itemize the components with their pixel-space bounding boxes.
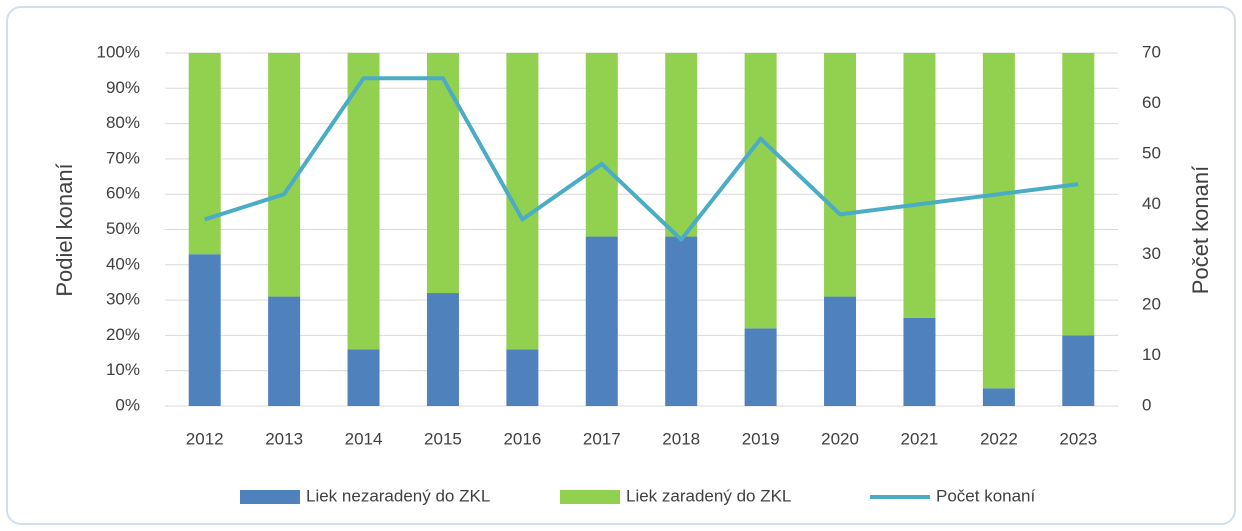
bar [506,349,539,406]
bar [1062,335,1095,406]
x-tick-label: 2022 [980,429,1018,448]
y-tick-label: 70% [106,148,140,167]
bar [188,254,221,406]
y-tick-label: 0% [115,395,140,414]
bar [824,53,857,297]
legend-label: Počet konaní [936,486,1036,505]
y-tick-label: 40% [106,254,140,273]
y-tick-label: 20% [106,325,140,344]
y-tick-label: 60% [106,184,140,203]
y2-tick-label: 70 [1142,42,1161,61]
y-tick-label: 90% [106,78,140,97]
bar [744,328,777,406]
y-tick-label: 10% [106,360,140,379]
bar [1062,53,1095,336]
bar [982,388,1015,406]
bar [426,53,459,294]
legend-label: Liek nezaradený do ZKL [306,486,490,505]
bar [268,53,301,297]
x-tick-label: 2013 [265,429,303,448]
y2-tick-label: 10 [1142,345,1161,364]
x-tick-label: 2014 [345,429,383,448]
x-tick-label: 2012 [186,429,224,448]
bar [665,236,698,406]
x-tick-label: 2021 [901,429,939,448]
y2-axis-title: Počet konaní [1188,166,1213,294]
bar [585,236,618,406]
y2-tick-label: 60 [1142,93,1161,112]
bar [665,53,698,237]
bar [982,53,1015,389]
y-tick-label: 80% [106,113,140,132]
bar [268,296,301,406]
bar [347,53,380,350]
line [204,76,1079,242]
bar [585,53,618,237]
bar [903,53,936,318]
x-tick-label: 2018 [662,429,700,448]
x-tick-label: 2019 [742,429,780,448]
legend-swatch [560,490,620,504]
y2-tick-label: 50 [1142,143,1161,162]
bar [903,317,936,406]
y-axis-title: Podiel konaní [52,163,77,296]
x-tick-label: 2020 [821,429,859,448]
y2-tick-label: 20 [1142,295,1161,314]
x-tick-label: 2023 [1059,429,1097,448]
y2-tick-label: 40 [1142,194,1161,213]
legend-swatch [240,490,300,504]
y-tick-label: 50% [106,219,140,238]
x-tick-label: 2015 [424,429,462,448]
legend-label: Liek zaradený do ZKL [626,486,791,505]
y2-tick-label: 30 [1142,244,1161,263]
y-tick-label: 100% [97,42,140,61]
x-tick-label: 2017 [583,429,621,448]
bar [347,349,380,406]
x-tick-label: 2016 [503,429,541,448]
bar [188,53,221,255]
y2-tick-label: 0 [1142,395,1151,414]
y-tick-label: 30% [106,290,140,309]
bar [744,53,777,329]
bar [824,296,857,406]
bar [426,293,459,406]
